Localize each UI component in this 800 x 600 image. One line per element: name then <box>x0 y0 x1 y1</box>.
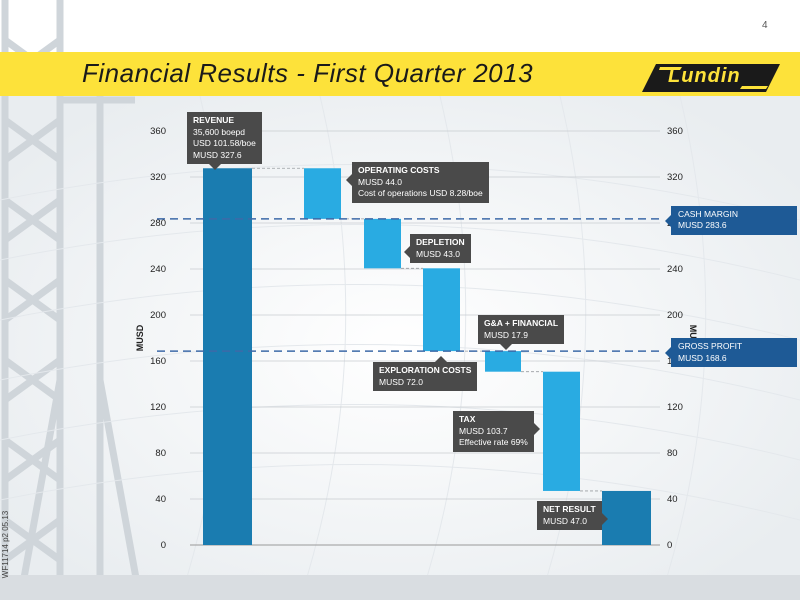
reference-label-heading: GROSS PROFIT <box>678 341 743 352</box>
data-label-net: NET RESULT MUSD 47.0 <box>537 501 608 530</box>
y-tick-label-right: 40 <box>667 494 678 505</box>
data-label-line: Effective rate 69% <box>459 437 528 447</box>
data-label-line: 35,600 boepd <box>193 126 245 137</box>
data-label-heading: EXPLORATION COSTS <box>379 365 472 375</box>
reference-label-value: MUSD 168.6 <box>678 352 727 363</box>
data-label-heading: NET RESULT <box>543 504 596 514</box>
bar-exploration <box>423 268 460 352</box>
y-tick-label-left: 40 <box>155 494 166 505</box>
data-label-line: Cost of operations USD 8.28/boe <box>358 188 483 198</box>
page-number: 4 <box>762 20 768 31</box>
data-label-line: USD 101.58/boe <box>193 138 256 148</box>
data-label-line: MUSD 47.0 <box>543 515 587 526</box>
y-axis-title-left: MUSD <box>135 324 145 351</box>
bar-tax <box>543 371 580 491</box>
page-title: Financial Results - First Quarter 2013 <box>82 58 534 88</box>
data-label-heading: G&A + FINANCIAL <box>484 318 559 328</box>
logo-text: Lundin <box>668 65 741 87</box>
y-tick-label-right: 240 <box>667 264 683 275</box>
bar-ga <box>485 351 521 372</box>
y-tick-label-right: 320 <box>667 172 683 183</box>
bar-operating <box>304 168 341 219</box>
data-label-line: MUSD 44.0 <box>358 176 402 187</box>
reference-label-heading: CASH MARGIN <box>678 208 738 219</box>
y-tick-label-right: 80 <box>667 448 678 459</box>
data-label-line: MUSD 72.0 <box>379 376 423 387</box>
y-tick-label-left: 360 <box>150 126 166 137</box>
y-tick-label-left: 80 <box>155 448 166 459</box>
data-label-operating: OPERATING COSTS MUSD 44.0 Cost of operatio… <box>346 162 489 203</box>
data-label-heading: OPERATING COSTS <box>358 165 440 175</box>
reference-label-value: MUSD 283.6 <box>678 220 727 231</box>
y-tick-label-left: 240 <box>150 264 166 275</box>
bar-revenue <box>203 168 252 545</box>
data-label-line: MUSD 103.7 <box>459 425 508 436</box>
data-label-revenue: REVENUE 35,600 boepd USD 101.58/boe MUSD 32… <box>187 112 262 170</box>
y-tick-label-left: 120 <box>150 402 166 413</box>
bar-depletion <box>364 218 401 269</box>
y-tick-label-left: 280 <box>150 218 166 229</box>
reference-label-cash_margin: CASH MARGIN MUSD 283.6 <box>665 205 797 235</box>
data-label-exploration: EXPLORATION COSTS MUSD 72.0 <box>373 356 478 391</box>
lundin-logo <box>642 64 780 92</box>
bar-net <box>602 490 651 545</box>
y-tick-label-left: 200 <box>150 310 166 321</box>
data-label-line: MUSD 43.0 <box>416 248 460 259</box>
data-label-depletion: DEPLETION MUSD 43.0 <box>404 234 471 263</box>
y-tick-label-left: 160 <box>150 356 166 367</box>
data-label-ga: G&A + FINANCIAL MUSD 17.9 <box>478 315 565 350</box>
y-tick-label-right: 0 <box>667 540 672 551</box>
y-tick-label-left: 320 <box>150 172 166 183</box>
y-tick-label-left: 0 <box>161 540 166 551</box>
y-tick-label-right: 120 <box>667 402 683 413</box>
data-label-heading: TAX <box>459 414 476 424</box>
reference-label-gross_profit: GROSS PROFIT MUSD 168.6 <box>665 338 797 368</box>
y-tick-label-right: 200 <box>667 310 683 321</box>
data-label-line: MUSD 327.6 <box>193 149 242 160</box>
data-label-tax: TAX MUSD 103.7 Effective rate 69% <box>453 411 540 452</box>
data-label-line: MUSD 17.9 <box>484 329 528 340</box>
data-label-heading: REVENUE <box>193 115 235 125</box>
data-label-heading: DEPLETION <box>416 237 465 247</box>
y-tick-label-right: 360 <box>667 126 683 137</box>
